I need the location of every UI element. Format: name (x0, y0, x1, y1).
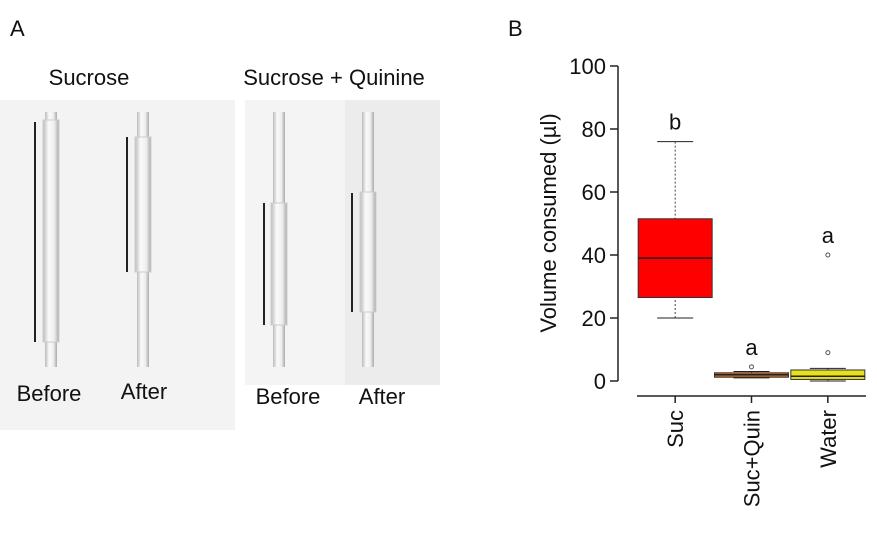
photo-label: Before (17, 381, 82, 406)
y-tick-label: 80 (582, 117, 606, 142)
y-tick-label: 0 (594, 369, 606, 394)
group-title: Sucrose (49, 65, 130, 90)
x-tick-label: Suc+Quin (740, 410, 765, 507)
panel-label: A (10, 16, 25, 41)
x-tick-label: Suc (663, 410, 688, 448)
significance-letter: b (669, 110, 681, 135)
photo-label: After (121, 379, 167, 404)
plot: 0 20 40 60 80 100 Suc b Suc+Quin a Water a (569, 54, 866, 507)
outlier (825, 350, 831, 356)
y-tick-label: 40 (582, 243, 606, 268)
y-tick-label: 60 (582, 180, 606, 205)
significance-letter: a (745, 335, 758, 360)
x-tick-label: Water (816, 410, 841, 468)
photo (0, 100, 440, 430)
y-axis-title: Volume consumed (µl) (536, 113, 561, 332)
group-title: Sucrose + Quinine (243, 65, 425, 90)
significance-letter: a (822, 223, 835, 248)
outlier (825, 252, 831, 258)
photo-label: Before (256, 384, 321, 409)
panel-label: B (508, 16, 523, 41)
outlier (749, 364, 754, 370)
box (790, 369, 866, 380)
photo-label: After (359, 384, 405, 409)
y-tick-label: 100 (569, 54, 606, 79)
y-tick-label: 20 (582, 306, 606, 331)
